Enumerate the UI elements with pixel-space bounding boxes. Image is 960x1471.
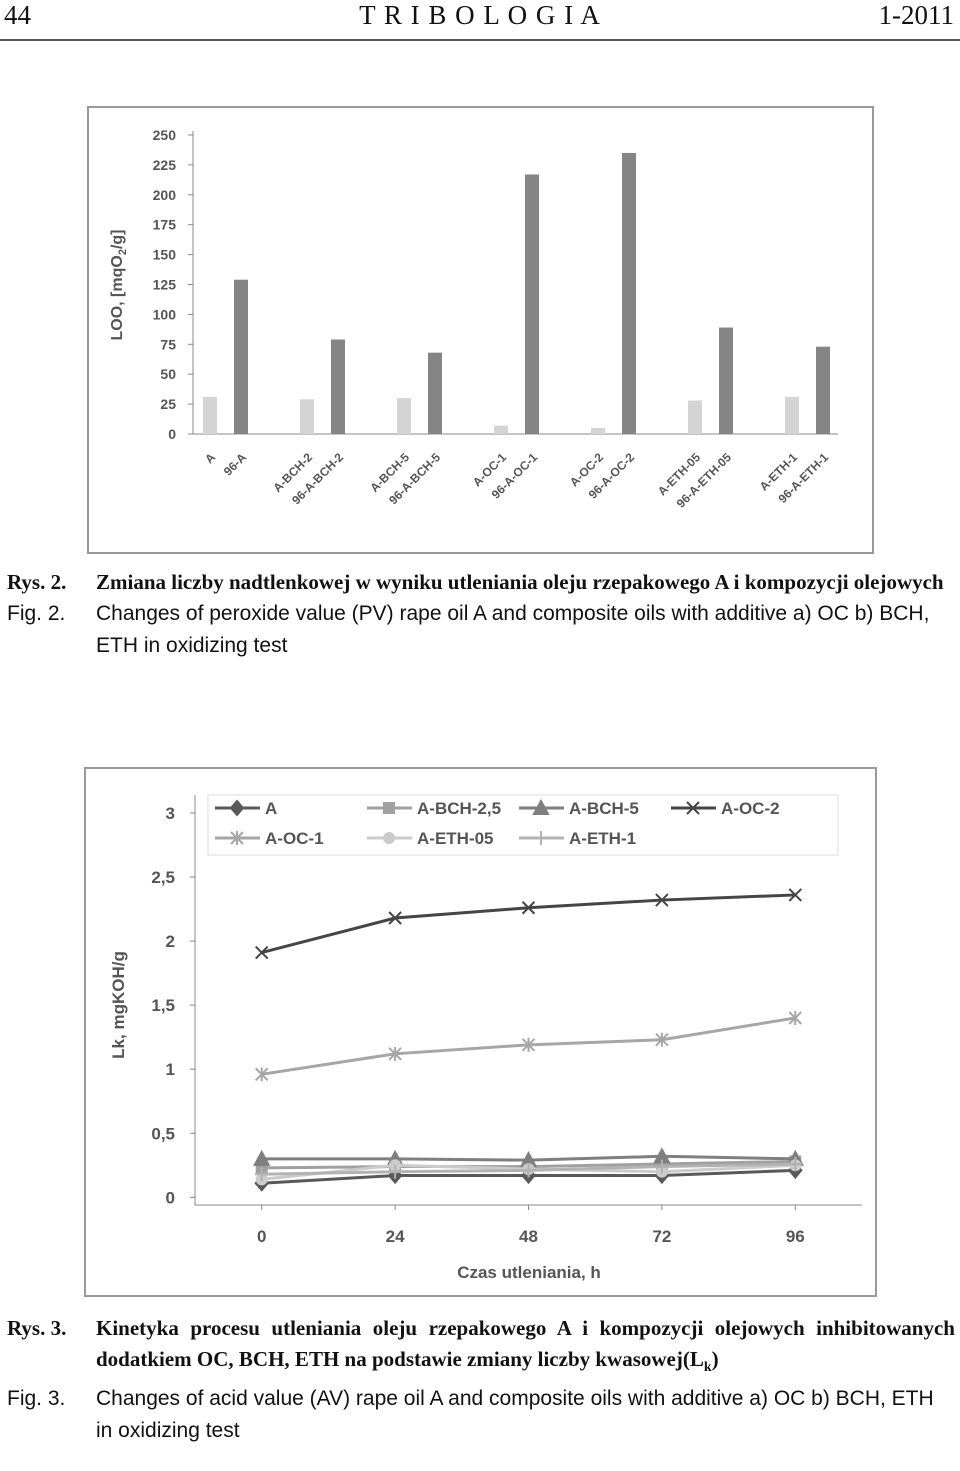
legend-marker — [534, 831, 548, 845]
caption-label: Rys. 3. — [7, 1316, 67, 1340]
data-point — [655, 1032, 669, 1047]
y-tick-label: 0 — [166, 1188, 175, 1207]
caption: Rys. 2. Zmiana liczby nadtlenkowej w wyn… — [7, 567, 955, 662]
bar — [719, 327, 733, 434]
caption-text: Zmiana liczby nadtlenkowej w wyniku utle… — [96, 570, 944, 594]
bar — [428, 352, 442, 434]
legend-marker — [686, 801, 700, 815]
data-point — [388, 911, 402, 925]
data-point — [254, 1167, 269, 1182]
x-tick-label: 72 — [652, 1227, 671, 1246]
y-tick-label: 2,5 — [151, 868, 175, 887]
y-tick-label: 225 — [153, 157, 177, 173]
y-axis-title-sub: 2 — [117, 249, 129, 255]
y-tick-label: 1,5 — [151, 996, 175, 1015]
caption-text: Changes of acid value (AV) rape oil A an… — [96, 1387, 934, 1443]
legend-box — [207, 794, 839, 856]
y-tick-label: 75 — [160, 336, 176, 352]
data-point — [254, 945, 269, 960]
data-point — [788, 888, 803, 902]
y-tick-label: 3 — [166, 804, 175, 823]
legend-label: A-OC-1 — [265, 829, 324, 848]
y-axis-title-part: /g] — [109, 230, 126, 250]
bar — [816, 346, 830, 434]
y-tick-label: 50 — [160, 366, 176, 382]
data-point — [654, 1159, 669, 1174]
y-tick-label: 25 — [160, 396, 176, 412]
legend-marker — [230, 831, 244, 845]
caption-part: Kinetyka procesu utleniania oleju rzepak… — [96, 1316, 955, 1371]
y-tick-label: 100 — [153, 306, 177, 322]
legend-marker — [229, 799, 245, 817]
x-tick-label: 48 — [519, 1227, 538, 1246]
bar — [785, 396, 799, 434]
legend-label: A — [265, 799, 277, 818]
data-point — [521, 1163, 536, 1178]
y-axis-title: Lk, mgKOH/g — [109, 951, 128, 1059]
caption-sub: k — [703, 1360, 712, 1376]
y-tick-label: 200 — [153, 187, 177, 203]
chart-frame — [84, 767, 877, 1297]
issue: 1-2011 — [878, 0, 955, 30]
data-point — [788, 1157, 803, 1171]
caption-label: Rys. 2. — [7, 570, 67, 594]
legend-label: A-ETH-1 — [569, 829, 636, 848]
bar — [494, 425, 508, 434]
data-point — [521, 901, 536, 915]
legend-marker — [383, 802, 395, 814]
legend-label: A-ETH-05 — [417, 829, 494, 848]
caption-text: Changes of peroxide value (PV) rape oil … — [96, 602, 930, 657]
legend-label: A-BCH-5 — [569, 799, 639, 818]
y-axis-title-part: LOO, [mqO — [109, 255, 126, 340]
x-axis-title: Czas utleniania, h — [457, 1263, 601, 1282]
caption-label: Fig. 3. — [7, 1387, 66, 1411]
bar — [688, 400, 702, 434]
journal-title: T R I B O L O G I A — [359, 0, 601, 30]
legend-marker — [532, 798, 550, 815]
y-tick-label: 0,5 — [151, 1124, 175, 1143]
page-number: 44 — [4, 0, 31, 30]
legend-label: A-OC-2 — [721, 799, 780, 818]
data-point — [253, 1149, 271, 1166]
caption: Rys. 3. Kinetyka procesu utleniania olej… — [7, 1313, 955, 1447]
x-tick-label: 24 — [386, 1227, 405, 1246]
chart-frame — [87, 106, 874, 554]
bar — [300, 399, 314, 434]
x-tick-label: 0 — [257, 1227, 266, 1246]
y-axis-title: LOO, [mqO2/g] — [109, 230, 129, 341]
caption-text: Kinetyka procesu utleniania oleju rzepak… — [96, 1313, 955, 1383]
caption-label: Fig. 2. — [7, 602, 66, 625]
y-tick-label: 1 — [166, 1060, 175, 1079]
bar — [397, 398, 411, 434]
legend-label: A-BCH-2,5 — [417, 799, 501, 818]
bar — [525, 174, 539, 434]
y-tick-label: 0 — [168, 426, 176, 442]
data-point — [788, 1010, 803, 1025]
bar — [622, 152, 636, 434]
data-point — [388, 1046, 402, 1061]
y-tick-label: 150 — [153, 247, 177, 263]
data-point — [655, 893, 669, 907]
legend-marker — [383, 832, 395, 844]
y-tick-label: 175 — [153, 217, 177, 233]
bar — [331, 339, 345, 434]
caption-part: ) — [711, 1347, 719, 1371]
bar — [203, 396, 217, 434]
data-point — [254, 1067, 269, 1082]
y-tick-label: 2 — [166, 932, 175, 951]
bar — [591, 428, 605, 434]
y-tick-label: 250 — [153, 127, 177, 143]
y-tick-label: 125 — [153, 277, 177, 293]
x-tick-label: 96 — [786, 1227, 805, 1246]
bar — [234, 279, 248, 434]
data-point — [521, 1037, 536, 1052]
data-point — [388, 1164, 403, 1179]
